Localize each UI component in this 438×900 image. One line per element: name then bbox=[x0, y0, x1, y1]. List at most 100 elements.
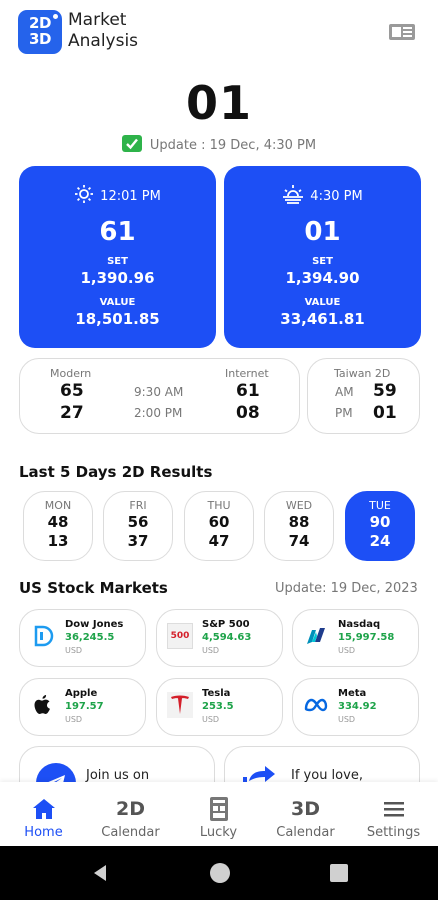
us-stocks-update: Update: 19 Dec, 2023 bbox=[275, 581, 418, 596]
modern-internet-card[interactable]: Modern Internet 65 9:30 AM 61 27 2:00 PM… bbox=[19, 358, 300, 434]
recents-icon[interactable] bbox=[330, 864, 348, 882]
main-result-number: 01 bbox=[185, 76, 252, 130]
stock-name: Tesla bbox=[202, 688, 231, 699]
taiwan-period: AM bbox=[335, 385, 354, 399]
dow-jones-icon bbox=[30, 623, 56, 649]
session-card-noon[interactable]: 12:01 PM 61 SET 1,390.96 VALUE 18,501.85 bbox=[19, 166, 216, 348]
day-bottom: 24 bbox=[369, 532, 391, 550]
nav-home[interactable]: Home bbox=[0, 782, 87, 846]
internet-label: Internet bbox=[225, 367, 269, 380]
stock-name: Nasdaq bbox=[338, 619, 381, 630]
session-time: 4:30 PM bbox=[310, 188, 363, 204]
day-bottom: 37 bbox=[127, 532, 149, 550]
nav-label: Home bbox=[24, 825, 63, 840]
stock-currency: USD bbox=[65, 715, 83, 724]
us-stocks-title: US Stock Markets bbox=[19, 579, 168, 597]
nav-icon-text: 2D bbox=[116, 798, 145, 820]
day-top: 60 bbox=[208, 513, 230, 531]
taiwan-value: 01 bbox=[373, 403, 397, 423]
stock-currency: USD bbox=[338, 715, 356, 724]
day-top: 90 bbox=[369, 513, 391, 531]
stock-value: 36,245.5 bbox=[65, 632, 115, 643]
check-icon bbox=[121, 135, 142, 152]
home-circle-icon[interactable] bbox=[210, 863, 230, 883]
nav-label: Calendar bbox=[101, 825, 160, 840]
nav-lucky[interactable]: Lucky bbox=[175, 782, 262, 846]
stock-name: Dow Jones bbox=[65, 619, 124, 630]
app-header: 2D 3D Market Analysis bbox=[0, 0, 438, 64]
day-top: 48 bbox=[47, 513, 69, 531]
session-card-evening[interactable]: 4:30 PM 01 SET 1,394.90 VALUE 33,461.81 bbox=[224, 166, 421, 348]
value-value: 33,461.81 bbox=[280, 310, 365, 328]
stock-value: 253.5 bbox=[202, 701, 234, 712]
nav-label: Lucky bbox=[199, 825, 238, 840]
settings-icon bbox=[350, 794, 437, 824]
nav-icon-text: 3D bbox=[291, 798, 320, 820]
nasdaq-icon bbox=[303, 623, 329, 649]
stock-value: 4,594.63 bbox=[202, 632, 252, 643]
calendar-3d-icon: 3D bbox=[262, 794, 349, 824]
app-title: Market Analysis bbox=[68, 10, 138, 52]
internet-value: 61 bbox=[236, 381, 260, 401]
stock-value: 334.92 bbox=[338, 701, 377, 712]
day-label: TUE bbox=[369, 499, 391, 512]
nav-label: Settings bbox=[366, 825, 421, 840]
stock-card-sp500[interactable]: 500 S&P 500 4,594.63 USD bbox=[156, 609, 283, 667]
session-time-row: 12:01 PM bbox=[19, 184, 216, 208]
day-label: FRI bbox=[129, 499, 147, 512]
tesla-icon bbox=[167, 692, 193, 718]
stock-card-apple[interactable]: Apple 197.57 USD bbox=[19, 678, 146, 736]
sp500-icon: 500 bbox=[167, 623, 193, 649]
calendar-2d-icon: 2D bbox=[87, 794, 174, 824]
system-navigation-bar bbox=[0, 846, 438, 900]
day-result-fri[interactable]: FRI 56 37 bbox=[103, 491, 173, 561]
taiwan-period: PM bbox=[335, 406, 353, 420]
telegram-promo-text: Join us on bbox=[86, 768, 150, 783]
day-bottom: 13 bbox=[47, 532, 69, 550]
stock-currency: USD bbox=[202, 715, 220, 724]
stock-name: Apple bbox=[65, 688, 98, 699]
day-result-wed[interactable]: WED 88 74 bbox=[264, 491, 334, 561]
menu-icon[interactable] bbox=[388, 22, 416, 42]
stock-name: S&P 500 bbox=[202, 619, 250, 630]
day-result-thu[interactable]: THU 60 47 bbox=[184, 491, 254, 561]
stock-currency: USD bbox=[65, 646, 83, 655]
stock-card-dowjones[interactable]: Dow Jones 36,245.5 USD bbox=[19, 609, 146, 667]
stock-card-tesla[interactable]: Tesla 253.5 USD bbox=[156, 678, 283, 736]
internet-value: 08 bbox=[236, 403, 260, 423]
set-value: 1,390.96 bbox=[80, 269, 155, 287]
stock-card-nasdaq[interactable]: Nasdaq 15,997.58 USD bbox=[292, 609, 419, 667]
day-label: MON bbox=[44, 499, 72, 512]
day-label: THU bbox=[207, 499, 231, 512]
row-time: 9:30 AM bbox=[134, 385, 184, 399]
nav-settings[interactable]: Settings bbox=[350, 782, 437, 846]
update-text: Update : 19 Dec, 4:30 PM bbox=[149, 138, 317, 153]
logo-dot bbox=[53, 14, 58, 19]
back-icon[interactable] bbox=[90, 863, 110, 887]
modern-value: 65 bbox=[60, 381, 84, 401]
nav-calendar-2d[interactable]: 2D Calendar bbox=[87, 782, 174, 846]
day-result-tue[interactable]: TUE 90 24 bbox=[345, 491, 415, 561]
stock-currency: USD bbox=[338, 646, 356, 655]
value-value: 18,501.85 bbox=[75, 310, 160, 328]
day-top: 56 bbox=[127, 513, 149, 531]
stock-name: Meta bbox=[338, 688, 367, 699]
app-logo: 2D 3D bbox=[18, 10, 62, 54]
row-time: 2:00 PM bbox=[134, 406, 183, 420]
taiwan-2d-card[interactable]: Taiwan 2D AM 59 PM 01 bbox=[307, 358, 420, 434]
modern-value: 27 bbox=[60, 403, 84, 423]
day-label: WED bbox=[285, 499, 313, 512]
day-bottom: 74 bbox=[288, 532, 310, 550]
value-label: VALUE bbox=[304, 297, 341, 308]
sunset-icon bbox=[282, 184, 304, 208]
stock-card-meta[interactable]: Meta 334.92 USD bbox=[292, 678, 419, 736]
logo-text-top: 2D bbox=[29, 14, 51, 32]
session-number: 01 bbox=[304, 217, 341, 247]
taiwan-label: Taiwan 2D bbox=[334, 367, 391, 380]
session-number: 61 bbox=[99, 217, 136, 247]
update-status: Update : 19 Dec, 4:30 PM bbox=[0, 135, 438, 154]
sp500-logo-text: 500 bbox=[170, 631, 190, 641]
nav-calendar-3d[interactable]: 3D Calendar bbox=[262, 782, 349, 846]
day-result-mon[interactable]: MON 48 13 bbox=[23, 491, 93, 561]
day-top: 88 bbox=[288, 513, 310, 531]
